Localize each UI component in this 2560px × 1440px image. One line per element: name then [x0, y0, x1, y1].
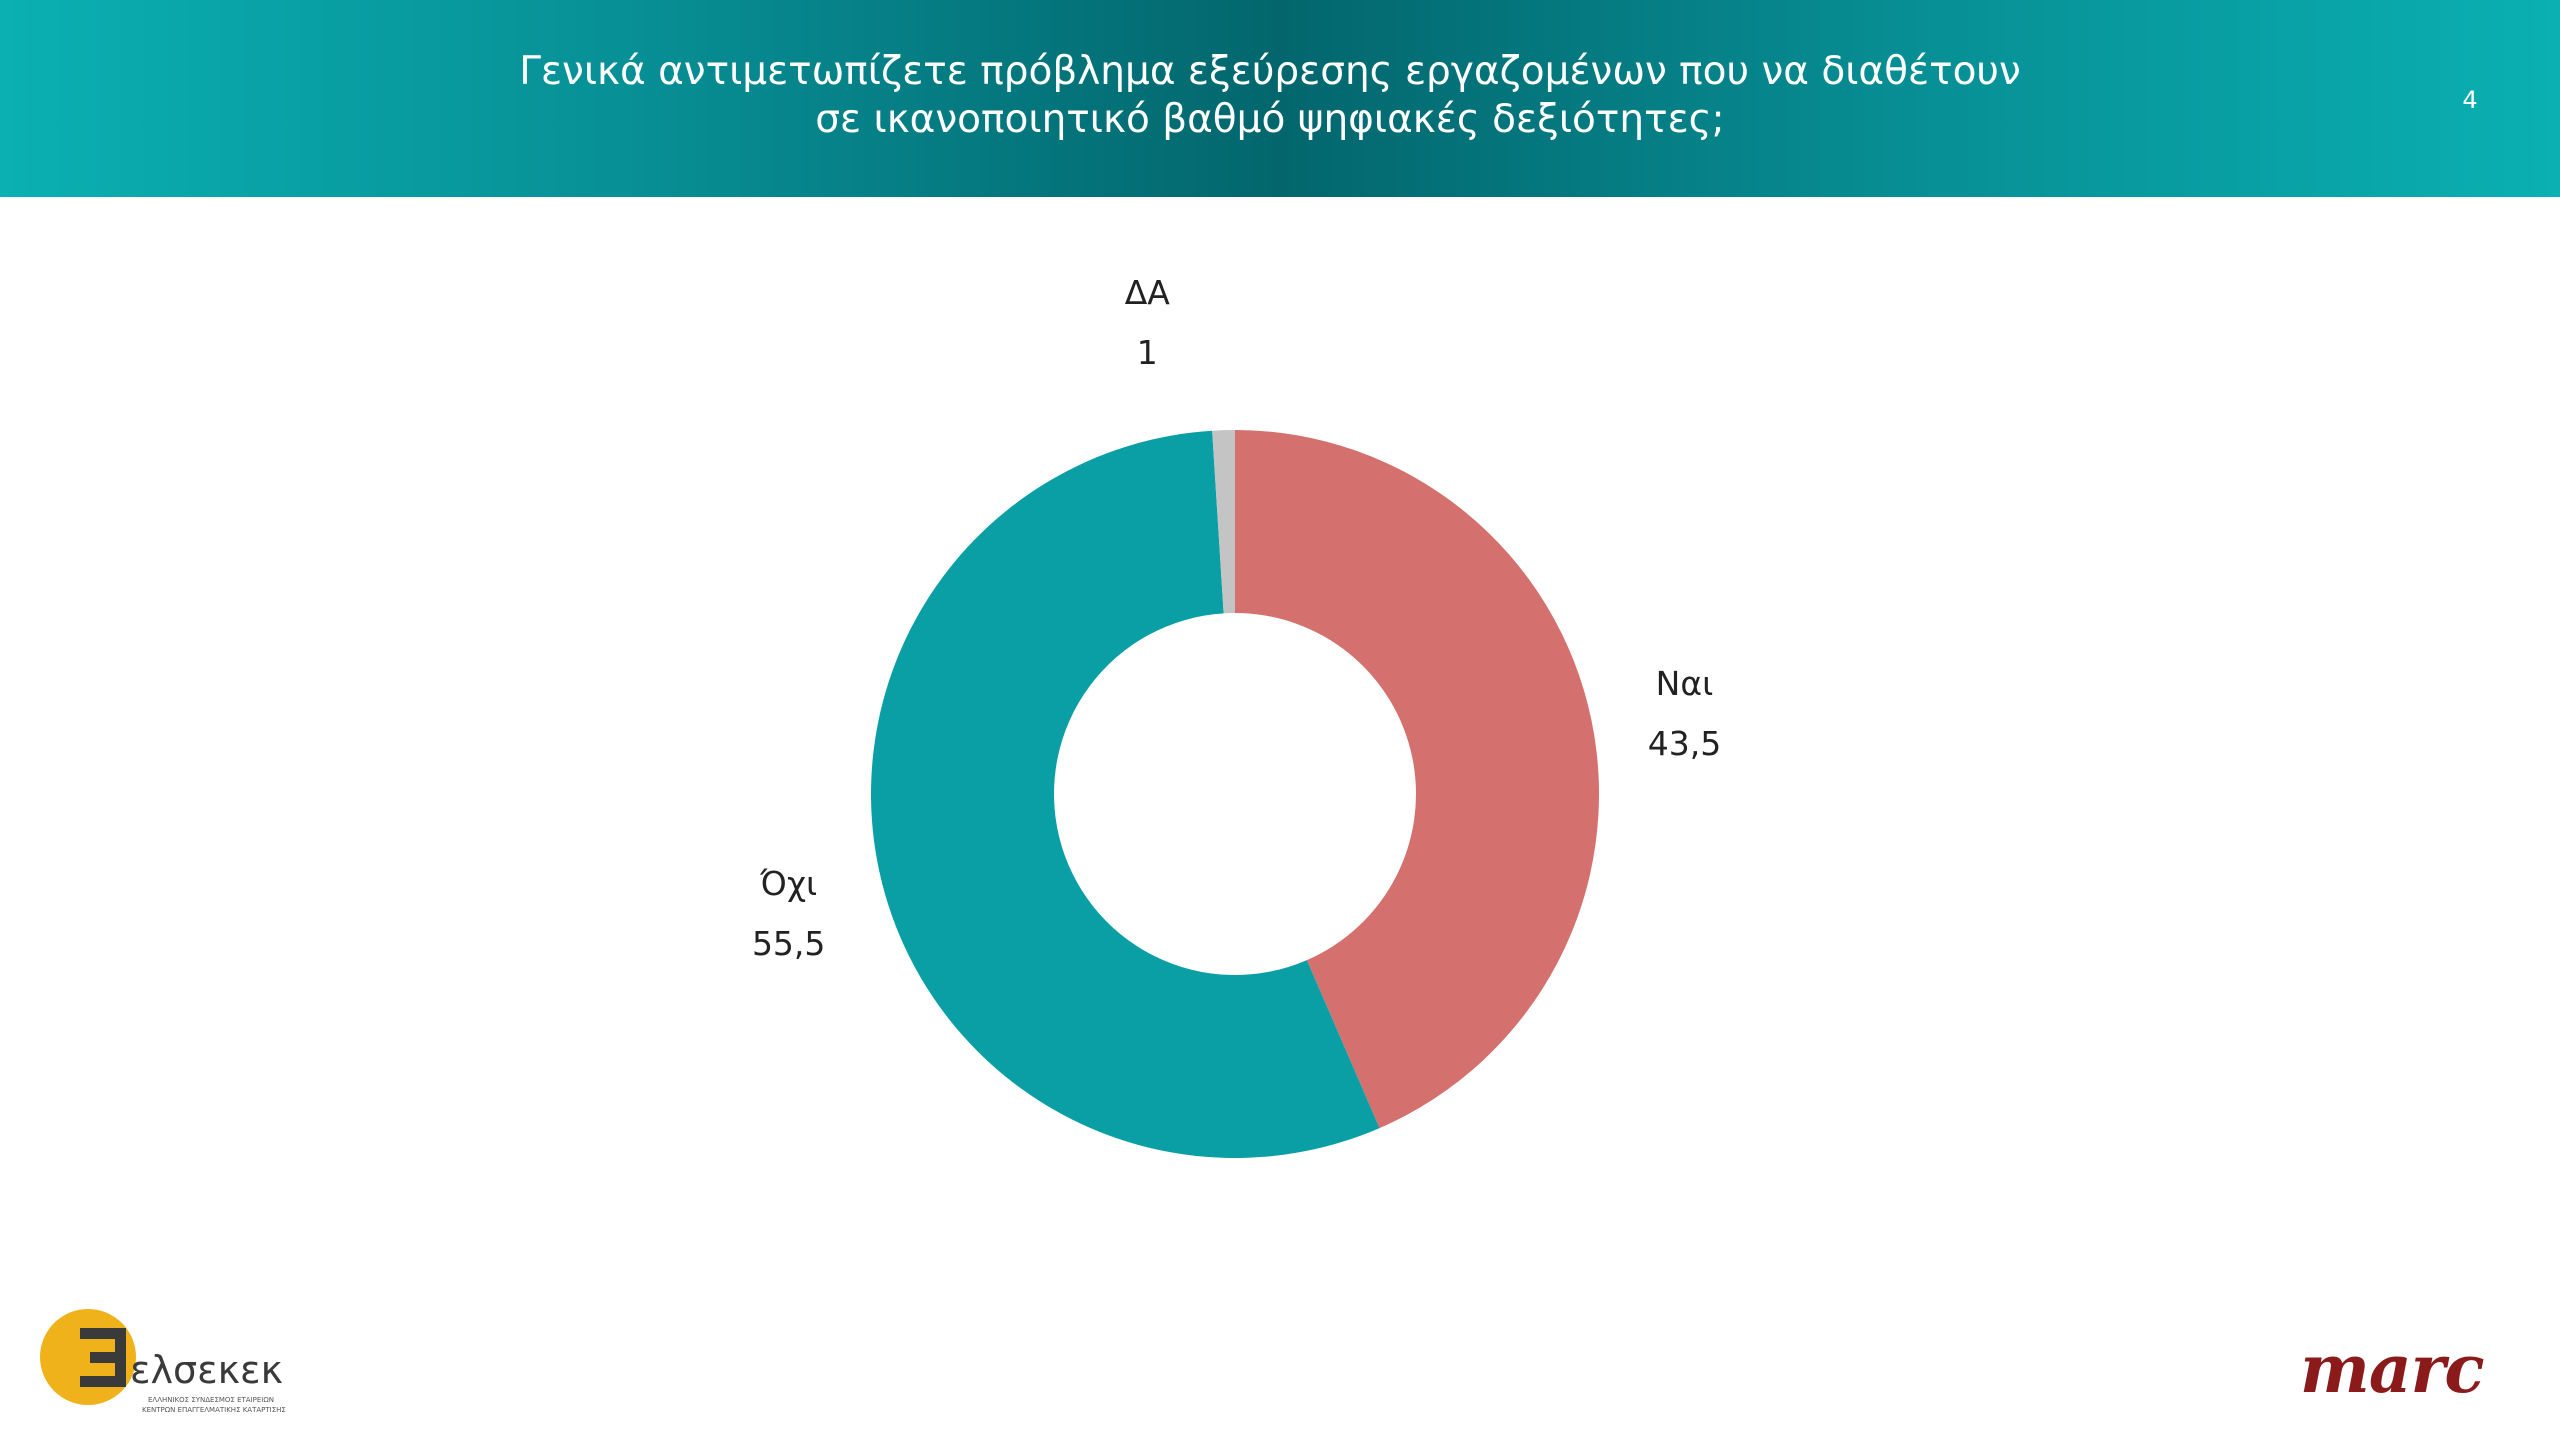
- chart-labels: Ναι 43,5 Όχι 55,5 ΔΑ 1: [752, 273, 1721, 963]
- elsekek-logo: ελσεκεκ ΕΛΛΗΝΙΚΟΣ ΣΥΝΔΕΣΜΟΣ ΕΤΑΙΡΕΙΩΝ ΚΕ…: [40, 1309, 286, 1414]
- slice-0: [1235, 430, 1600, 1129]
- header-banner: Γενικά αντιμετωπίζετε πρόβλημα εξεύρεσης…: [0, 0, 2560, 197]
- page-title: Γενικά αντιμετωπίζετε πρόβλημα εξεύρεσης…: [300, 48, 2240, 144]
- slice-2: [1212, 430, 1235, 614]
- slice-value-label: 55,5: [752, 924, 825, 963]
- elsekek-subtitle-1: ΕΛΛΗΝΙΚΟΣ ΣΥΝΔΕΣΜΟΣ ΕΤΑΙΡΕΙΩΝ: [148, 1396, 274, 1404]
- slice-value-label: 43,5: [1648, 724, 1721, 763]
- slice-value-label: 1: [1137, 333, 1158, 372]
- marc-logo: marc: [2300, 1330, 2485, 1408]
- elsekek-subtitle-2: ΚΕΝΤΡΩΝ ΕΠΑΓΓΕΛΜΑΤΙΚΗΣ ΚΑΤΑΡΤΙΣΗΣ: [142, 1406, 286, 1414]
- chart-slices: [871, 430, 1600, 1158]
- slice-category-label: ΔΑ: [1125, 273, 1171, 312]
- donut-chart: Ναι 43,5 Όχι 55,5 ΔΑ 1: [752, 273, 1721, 1158]
- slice-category-label: Ναι: [1656, 664, 1714, 703]
- slice-category-label: Όχι: [759, 864, 817, 903]
- title-line-2: σε ικανοποιητικό βαθμό ψηφιακές δεξιότητ…: [815, 97, 1725, 142]
- page-number: 4: [2462, 86, 2478, 114]
- title-line-1: Γενικά αντιμετωπίζετε πρόβλημα εξεύρεσης…: [519, 49, 2021, 94]
- elsekek-wordmark: ελσεκεκ: [130, 1348, 283, 1392]
- slice-1: [871, 430, 1380, 1158]
